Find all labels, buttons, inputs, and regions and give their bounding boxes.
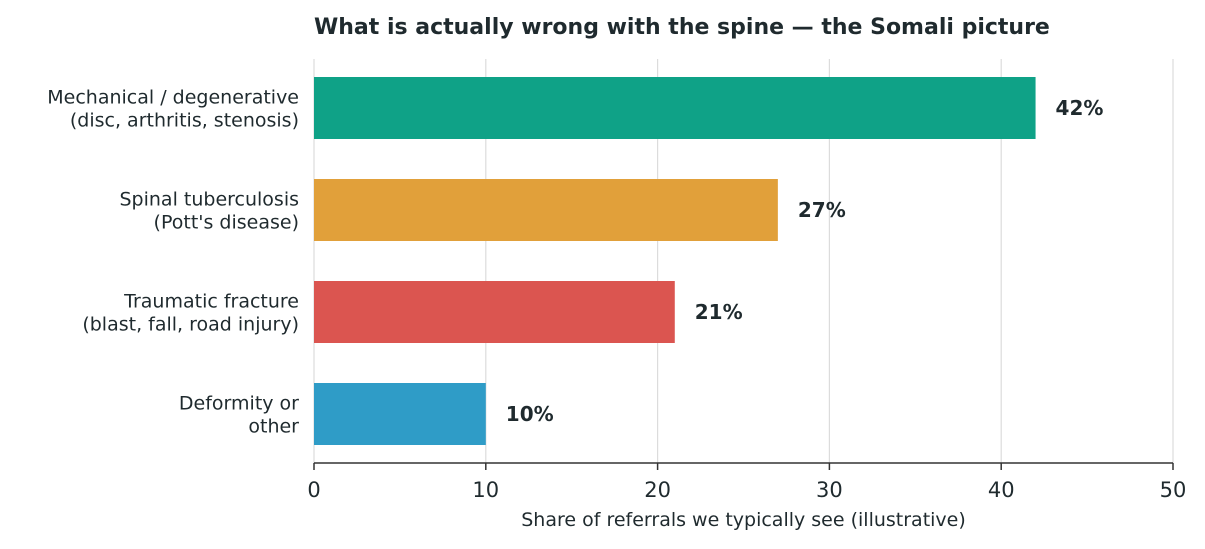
x-tick-label-2: 20 xyxy=(644,478,671,502)
x-tick-label-0: 0 xyxy=(307,478,320,502)
value-label-0: 42% xyxy=(1056,96,1104,120)
category-label-line: Mechanical / degenerative xyxy=(47,87,299,109)
category-label-line: Traumatic fracture xyxy=(123,291,299,313)
category-label-3: Deformity or other xyxy=(179,393,299,438)
category-label-line: (Pott's disease) xyxy=(154,212,299,234)
x-tick-label-5: 50 xyxy=(1160,478,1187,502)
x-axis-title: Share of referrals we typically see (ill… xyxy=(521,509,966,531)
bar-2 xyxy=(314,281,675,343)
category-labels: Mechanical / degenerative (disc, arthriti… xyxy=(47,87,299,438)
category-label-line: other xyxy=(248,416,299,438)
x-axis: 0 10 20 30 40 50 xyxy=(307,462,1187,502)
bar-1 xyxy=(314,179,778,241)
value-label-1: 27% xyxy=(798,198,846,222)
category-label-1: Spinal tuberculosis (Pott's disease) xyxy=(119,189,299,234)
value-label-3: 10% xyxy=(506,402,554,426)
category-label-line: (disc, arthritis, stenosis) xyxy=(70,110,299,132)
bar-0 xyxy=(314,77,1036,139)
x-tick-label-1: 10 xyxy=(472,478,499,502)
category-label-line: Spinal tuberculosis xyxy=(119,189,299,211)
value-label-2: 21% xyxy=(695,300,743,324)
bar-3 xyxy=(314,383,486,445)
category-label-line: Deformity or xyxy=(179,393,299,415)
chart-title: What is actually wrong with the spine — … xyxy=(314,15,1050,40)
category-label-0: Mechanical / degenerative (disc, arthriti… xyxy=(47,87,299,132)
category-label-2: Traumatic fracture (blast, fall, road inj… xyxy=(82,291,299,336)
bars xyxy=(314,77,1036,445)
value-labels: 42% 27% 21% 10% xyxy=(506,96,1104,426)
category-label-line: (blast, fall, road injury) xyxy=(82,314,299,336)
x-tick-label-4: 40 xyxy=(988,478,1015,502)
x-tick-label-3: 30 xyxy=(816,478,843,502)
